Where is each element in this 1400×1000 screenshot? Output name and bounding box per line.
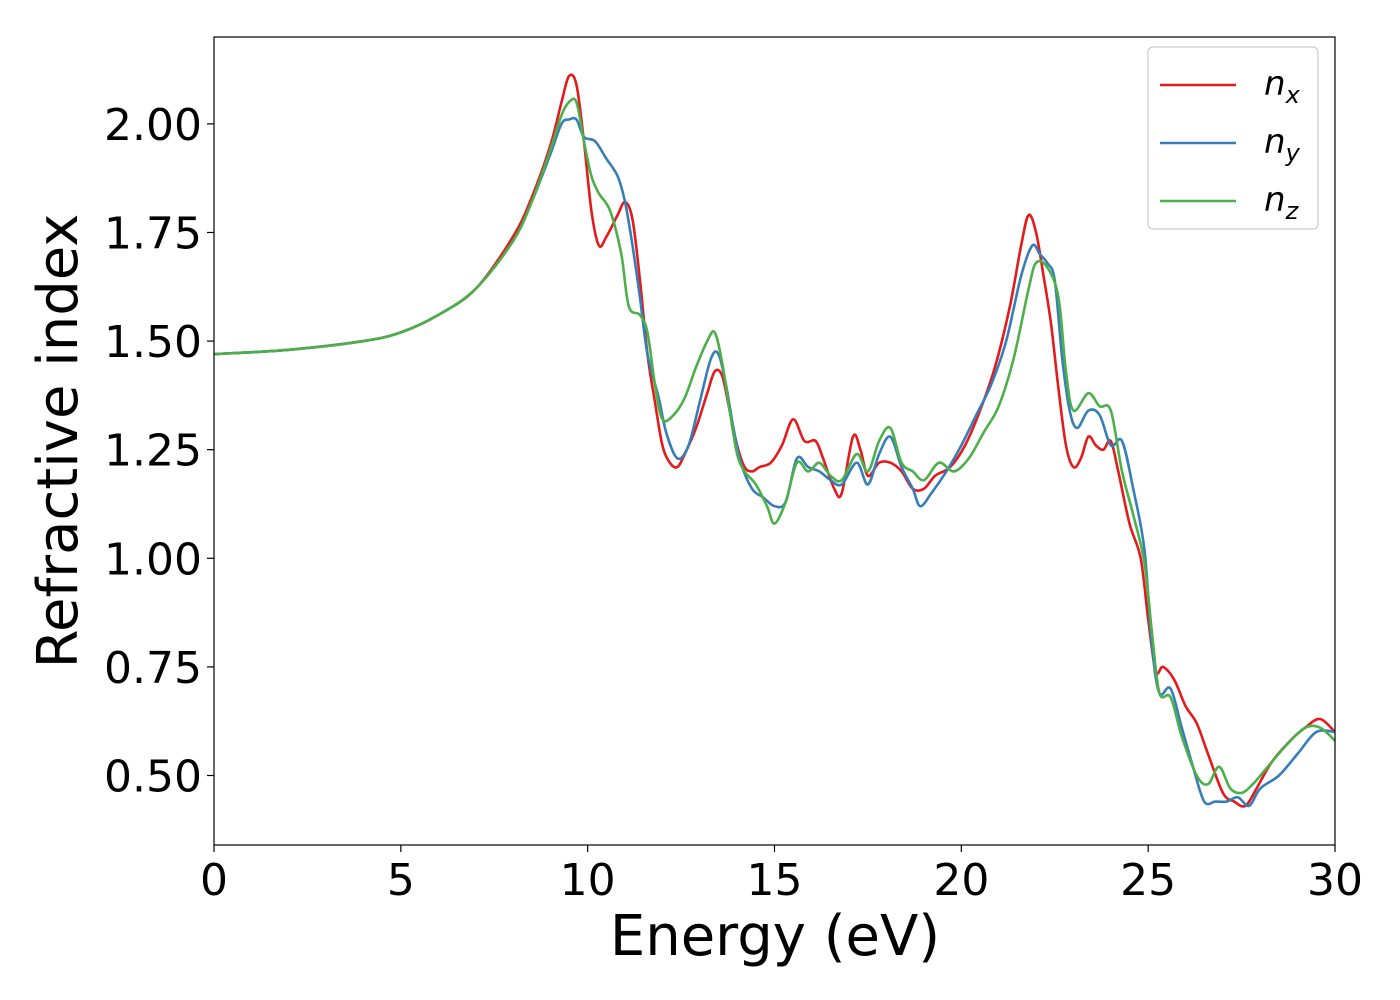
legend-label-ny: ny (1264, 122, 1301, 167)
legend-label-nz: nz (1264, 180, 1300, 225)
y-tick-label: 2.00 (104, 100, 202, 151)
y-tick-label: 1.50 (104, 317, 202, 368)
x-tick-label: 20 (933, 855, 989, 906)
y-tick-label: 1.75 (104, 208, 202, 259)
x-tick-label: 0 (200, 855, 228, 906)
ticks-layer: 0 5 10 15 20 25 30 0.50 0.75 1.00 1.25 1.50 1.75 2.00 (104, 100, 1363, 906)
y-tick-label: 0.50 (104, 751, 202, 802)
legend-box (1147, 46, 1319, 230)
x-tick-label: 5 (387, 855, 415, 906)
x-tick-label: 15 (747, 855, 803, 906)
legend: nx ny nz (1147, 46, 1319, 230)
y-tick-label: 1.25 (104, 426, 202, 477)
x-tick-label: 25 (1120, 855, 1176, 906)
series-line-nz (214, 97, 1335, 795)
y-axis-label: Refractive index (26, 214, 91, 669)
x-axis-label: Energy (eV) (610, 904, 940, 969)
y-tick-label: 0.75 (104, 643, 202, 694)
x-tick-label: 30 (1307, 855, 1363, 906)
legend-label-nx: nx (1264, 64, 1301, 109)
x-tick-label: 10 (560, 855, 616, 906)
y-tick-label: 1.00 (104, 534, 202, 585)
